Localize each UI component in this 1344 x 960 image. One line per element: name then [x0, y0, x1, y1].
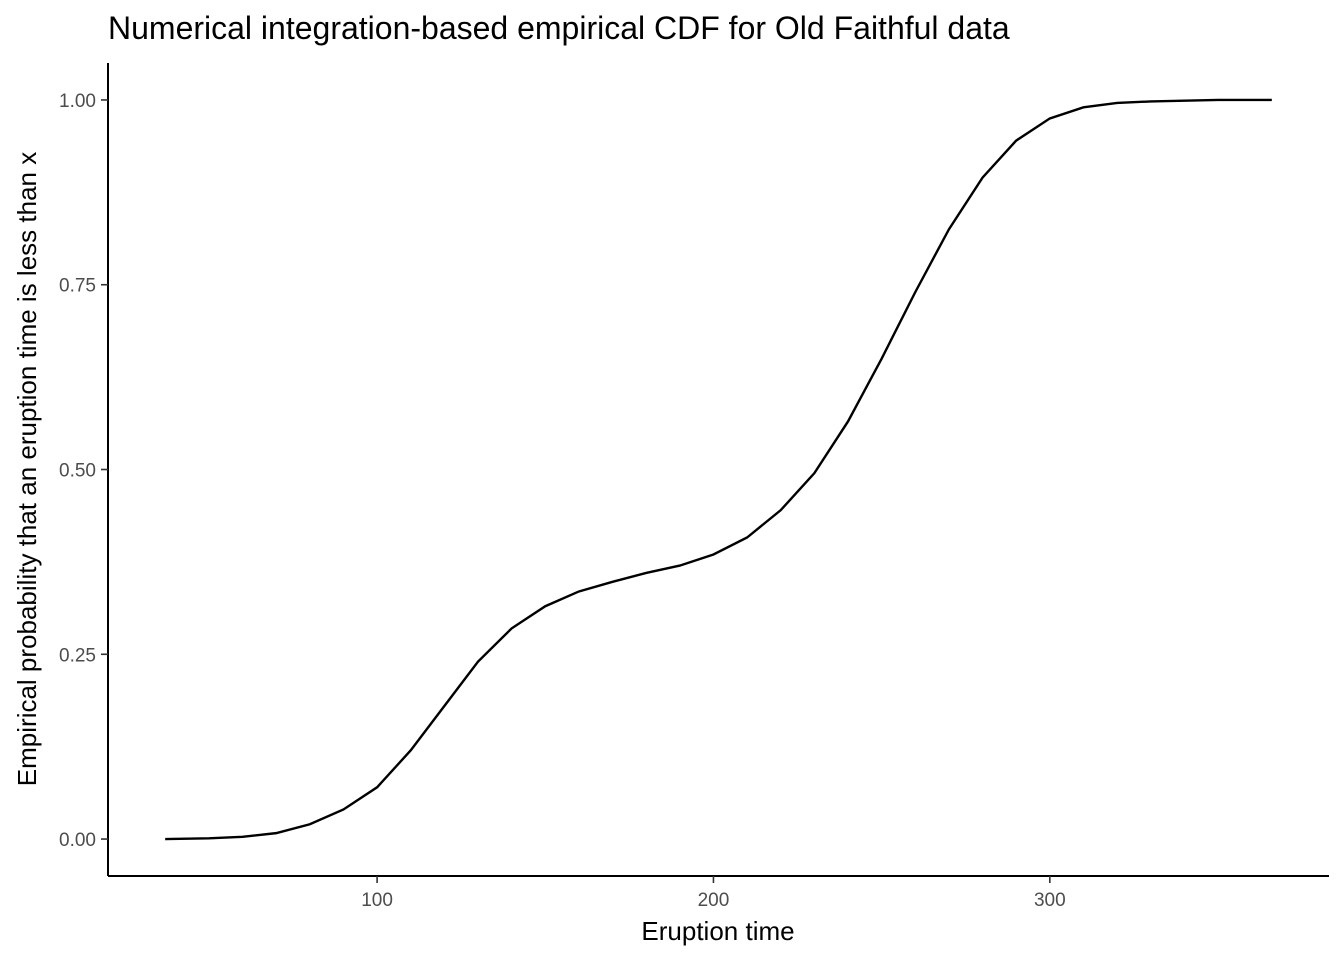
x-tick-label-2: 300 — [1034, 890, 1066, 911]
y-tick-label-2: 0.50 — [59, 461, 96, 482]
x-tick-label-0: 100 — [361, 890, 393, 911]
y-axis: 0.00 0.25 0.50 0.75 1.00 — [59, 63, 109, 876]
plot-area — [165, 98, 1272, 841]
y-tick-label-3: 0.75 — [59, 276, 96, 297]
x-axis-title: Eruption time — [641, 916, 794, 946]
chart-title: Numerical integration-based empirical CD… — [108, 10, 1010, 46]
y-axis-title: Empirical probability that an eruption t… — [12, 152, 42, 786]
x-axis: 100 200 300 — [108, 875, 1329, 911]
y-tick-label-0: 0.00 — [59, 830, 96, 851]
cdf-line-series-0 — [165, 98, 1272, 841]
x-tick-label-1: 200 — [698, 890, 730, 911]
y-tick-label-1: 0.25 — [59, 645, 96, 666]
y-tick-label-4: 1.00 — [59, 91, 96, 112]
